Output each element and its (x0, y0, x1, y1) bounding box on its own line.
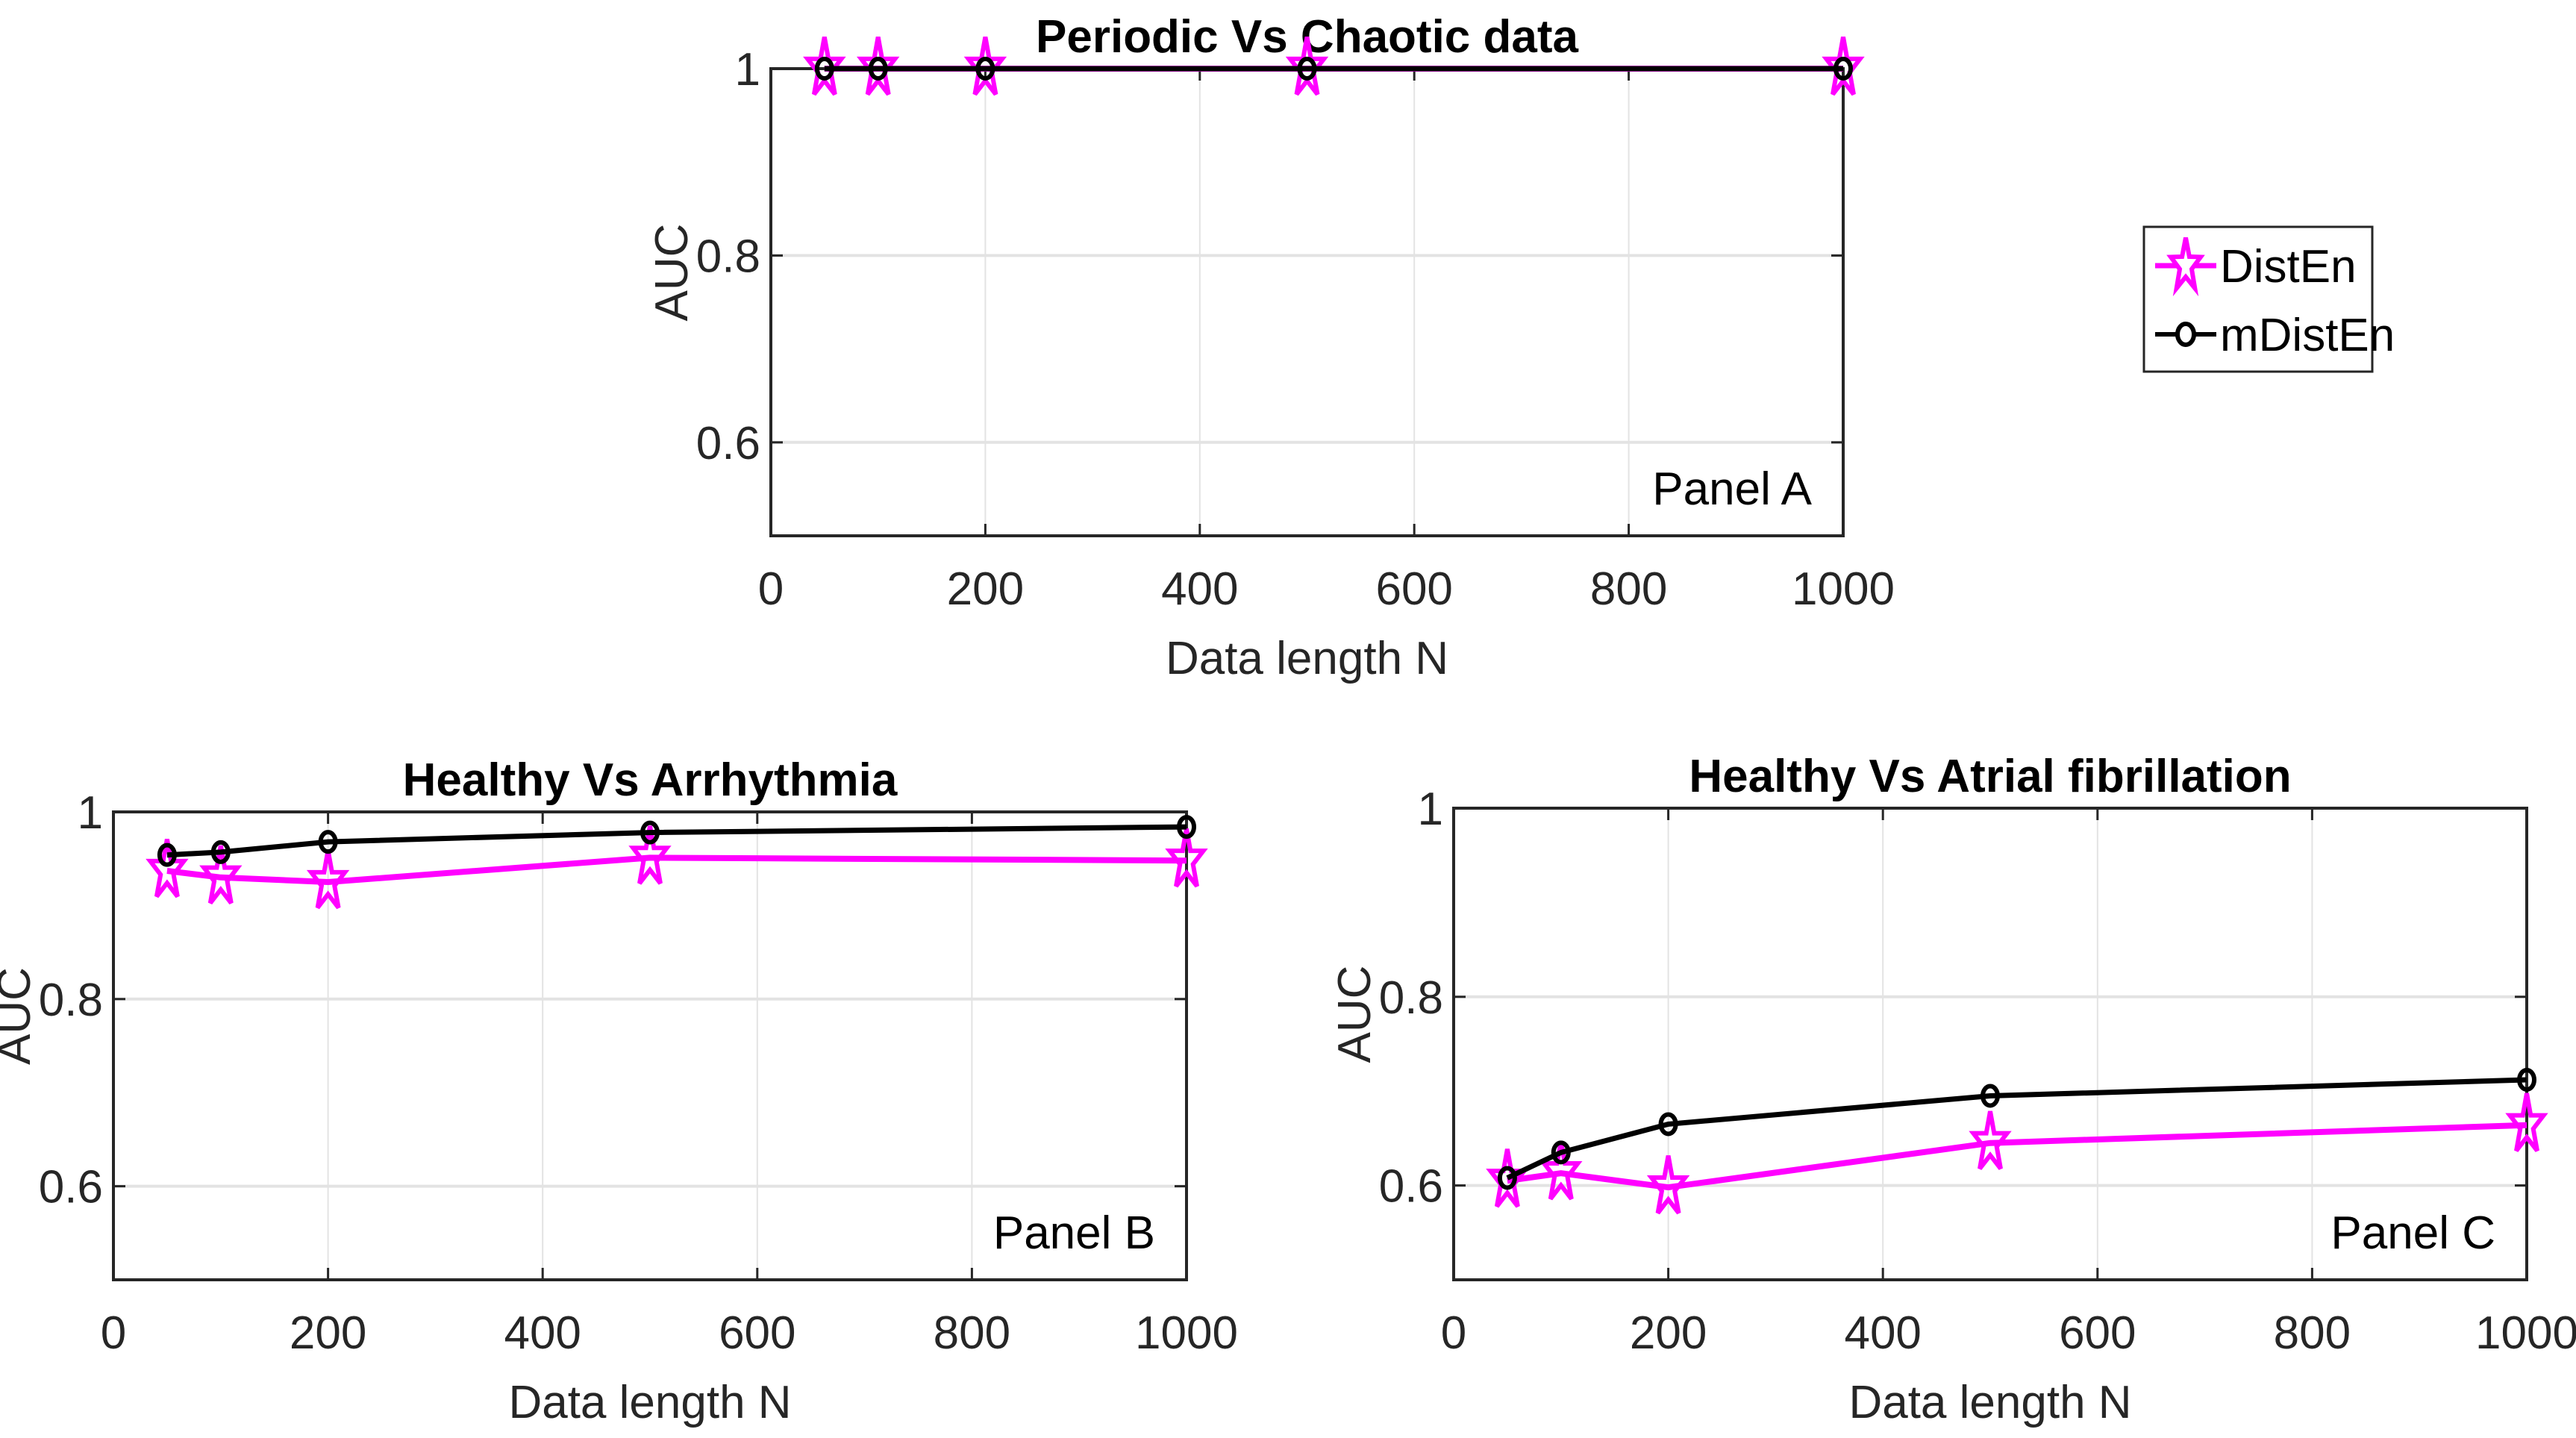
y-tick-label: 1 (735, 44, 760, 96)
y-tick-label: 0.6 (696, 418, 760, 469)
data-point-star (628, 825, 672, 885)
y-tick-label: 0.6 (39, 1162, 103, 1213)
x-tick-label: 1000 (2475, 1307, 2576, 1359)
series-line-mDistEn (1506, 1077, 2527, 1181)
y-axis-label: AUC (0, 967, 40, 1065)
data-point-circle (1297, 57, 1317, 81)
plot-area (113, 812, 1187, 1280)
data-point-circle (2517, 1068, 2536, 1092)
data-point-star (857, 36, 900, 96)
chart-panel-3: 0 200 400 600 800 1000 0.6 0.8 1 Healthy Vs Atria… (1329, 751, 2576, 1428)
data-point-star (803, 36, 846, 96)
series-mDistEn (157, 815, 1196, 867)
legend: DistEn mDistEn (2142, 225, 2395, 373)
x-axis-label: Data length N (508, 1377, 791, 1428)
legend-item-distEn: DistEn (2155, 237, 2357, 297)
data-point-circle (1658, 1112, 1678, 1137)
chart-title: Healthy Vs Atrial fibrillation (1689, 751, 2291, 802)
x-tick-label: 1000 (1135, 1307, 1238, 1359)
data-point-circle (210, 840, 231, 864)
series-mDistEn (814, 57, 1853, 81)
x-tick-label: 400 (504, 1307, 581, 1359)
panel-annotation: Panel B (993, 1207, 1155, 1259)
data-point-star (2505, 1092, 2548, 1152)
x-tick-label: 600 (1375, 563, 1452, 615)
panel-annotation: Panel A (1652, 463, 1812, 515)
plot-area (1454, 808, 2527, 1280)
data-point-star (963, 36, 1007, 96)
x-tick-label: 800 (1590, 563, 1667, 615)
x-tick-label: 800 (934, 1307, 1010, 1359)
y-tick-label: 0.6 (1379, 1161, 1443, 1213)
x-tick-label: 800 (2274, 1307, 2351, 1359)
data-point-circle (1833, 57, 1853, 81)
data-point-star (1285, 36, 1329, 96)
star-icon (2166, 237, 2205, 297)
legend-box (2142, 225, 2374, 373)
axes-box (1452, 807, 2528, 1281)
data-point-star (306, 849, 350, 910)
x-tick-label: 200 (1630, 1307, 1707, 1359)
data-point-circle (975, 57, 995, 81)
x-tick-label: 0 (758, 563, 784, 615)
legend-label-distEn: DistEn (2220, 241, 2357, 293)
x-tick-label: 600 (719, 1307, 795, 1359)
data-point-star (146, 838, 189, 898)
x-tick-label: 400 (1844, 1307, 1921, 1359)
y-tick-label: 0.8 (1379, 972, 1443, 1024)
plot-area (771, 69, 1843, 536)
series-line-DistEn (1507, 1122, 2527, 1191)
y-axis-label: AUC (646, 224, 698, 322)
x-tick-label: 1000 (1792, 563, 1895, 615)
data-point-star (1539, 1141, 1583, 1201)
legend-item-mDistEn: mDistEn (2155, 310, 2395, 361)
circle-icon (2175, 322, 2196, 347)
x-tick-label: 0 (1441, 1307, 1466, 1359)
data-point-circle (1551, 1140, 1571, 1165)
x-tick-label: 600 (2059, 1307, 2136, 1359)
data-point-star (199, 845, 243, 905)
data-point-circle (1177, 815, 1196, 840)
data-point-circle (1981, 1084, 2000, 1108)
y-axis-label: AUC (1329, 966, 1381, 1063)
y-tick-label: 0.8 (39, 975, 103, 1026)
series-mDistEn (1497, 1068, 2536, 1190)
data-point-circle (814, 57, 834, 81)
x-tick-label: 400 (1161, 563, 1238, 615)
legend-label-mDistEn: mDistEn (2220, 310, 2395, 361)
x-axis-label: Data length N (1166, 633, 1448, 684)
data-point-circle (318, 830, 338, 854)
y-tick-label: 1 (78, 787, 103, 839)
series-DistEn (146, 825, 1208, 910)
series-line-mDistEn (166, 824, 1187, 858)
data-point-circle (640, 820, 660, 845)
x-axis-label: Data length N (1848, 1377, 2131, 1428)
data-point-circle (1497, 1166, 1517, 1190)
data-point-circle (157, 843, 177, 867)
data-point-circle (868, 57, 888, 81)
x-tick-label: 0 (101, 1307, 126, 1359)
chart-title: Healthy Vs Arrhythmia (403, 754, 898, 806)
axes-box (112, 810, 1188, 1281)
data-point-star (1822, 36, 1865, 96)
x-tick-label: 200 (290, 1307, 366, 1359)
series-DistEn (1486, 1092, 2548, 1215)
series-line-DistEn (166, 854, 1187, 886)
data-point-star (1969, 1110, 2012, 1170)
y-tick-label: 1 (1418, 784, 1443, 835)
panel-annotation: Panel C (2330, 1207, 2495, 1259)
y-tick-label: 0.8 (696, 231, 760, 282)
chart-panel-2: 0 200 400 600 800 1000 0.6 0.8 1 Healthy Vs Arrhy… (0, 754, 1238, 1428)
data-point-star (1646, 1155, 1690, 1215)
x-tick-label: 200 (947, 563, 1024, 615)
data-point-star (1165, 828, 1208, 888)
